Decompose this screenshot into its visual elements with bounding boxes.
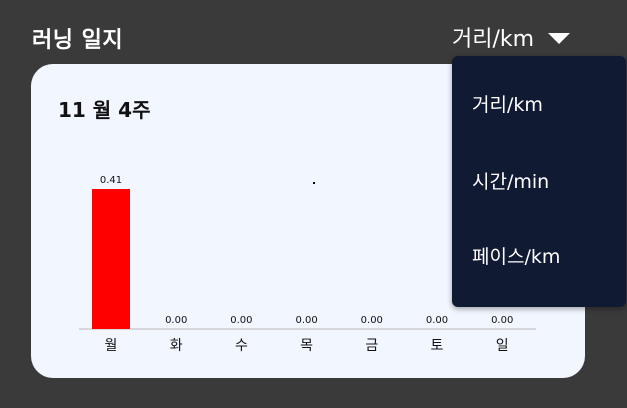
app-title: 러닝 일지 xyxy=(32,28,124,53)
stray-dot xyxy=(313,182,315,184)
x-tick-label-3: 목 xyxy=(300,338,313,354)
metric-dropdown[interactable]: 거리/km xyxy=(452,22,571,52)
bar-value-label-3: 0.00 xyxy=(295,315,317,326)
x-tick-label-4: 금 xyxy=(365,338,378,354)
x-tick-label-2: 수 xyxy=(235,338,248,354)
metric-selected-label: 거리/km xyxy=(452,27,535,52)
bar-value-label-6: 0.00 xyxy=(491,315,513,326)
bar-0 xyxy=(92,189,130,329)
caret-down-icon[interactable] xyxy=(548,32,571,44)
bar-value-label-2: 0.00 xyxy=(230,315,252,326)
x-tick-label-1: 화 xyxy=(170,338,183,354)
x-tick-label-5: 토 xyxy=(431,338,444,354)
menu-item-distance[interactable]: 거리/km xyxy=(472,94,543,116)
bar-value-label-4: 0.00 xyxy=(361,315,383,326)
bar-value-label-5: 0.00 xyxy=(426,315,448,326)
menu-item-time[interactable]: 시간/min xyxy=(472,171,550,193)
x-tick-label-6: 일 xyxy=(496,338,509,354)
x-tick-label-0: 월 xyxy=(105,338,118,354)
bar-chart: 0.41 월 0.00 화 0.00 수 0.00 목 0.00 금 0.00 토 0.00 일 xyxy=(79,175,536,354)
menu-item-pace[interactable]: 페이스/km xyxy=(472,246,561,268)
bar-value-label-0: 0.41 xyxy=(100,175,122,186)
week-title: 11 월 4주 xyxy=(58,98,151,122)
metric-dropdown-menu: 거리/km 시간/min 페이스/km xyxy=(452,56,626,307)
bar-value-label-1: 0.00 xyxy=(165,315,187,326)
